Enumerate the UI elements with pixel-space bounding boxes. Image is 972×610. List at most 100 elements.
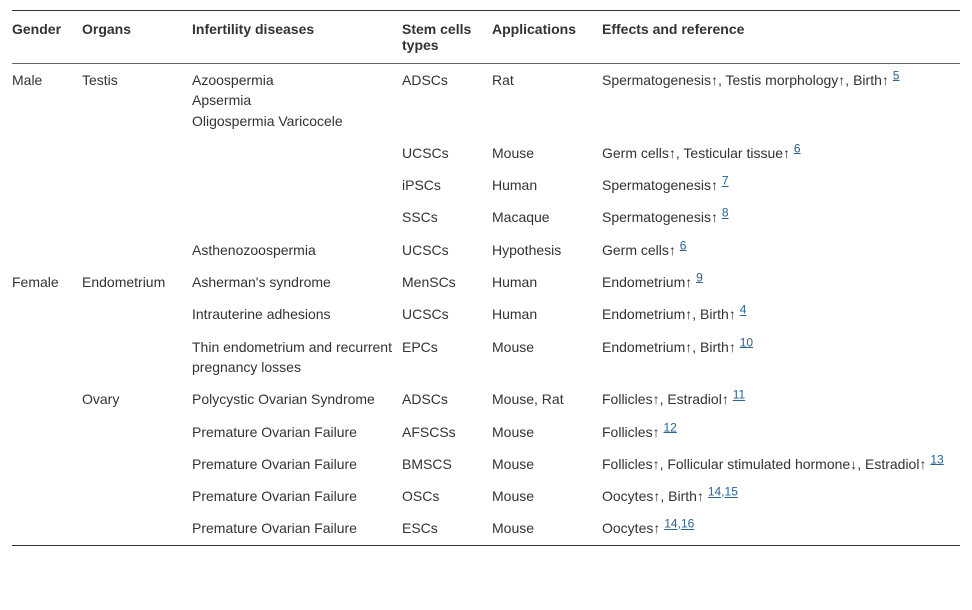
cell-cells: UCSCs	[402, 298, 492, 330]
cell-disease: Thin endometrium and recurrent pregnancy…	[192, 331, 402, 384]
table-row: SSCsMacaqueSpermatogenesis↑ 8	[12, 201, 960, 233]
cell-disease	[192, 137, 402, 169]
cell-organ	[82, 234, 192, 266]
cell-disease: Intrauterine adhesions	[192, 298, 402, 330]
cell-gender	[12, 448, 82, 480]
th-app: Applications	[492, 11, 602, 64]
table-row: MaleTestisAzoospermiaApsermiaOligospermi…	[12, 64, 960, 137]
cell-app: Hypothesis	[492, 234, 602, 266]
cell-effects: Spermatogenesis↑ 7	[602, 169, 960, 201]
cell-cells: BMSCS	[402, 448, 492, 480]
cell-cells: UCSCs	[402, 234, 492, 266]
cell-app: Mouse	[492, 480, 602, 512]
cell-organ	[82, 331, 192, 384]
cell-gender	[12, 298, 82, 330]
cell-app: Human	[492, 169, 602, 201]
reference-link[interactable]: 10	[740, 335, 753, 349]
th-disease: Infertility diseases	[192, 11, 402, 64]
cell-effects: Follicles↑, Estradiol↑ 11	[602, 383, 960, 415]
cell-organ	[82, 512, 192, 545]
cell-app: Mouse	[492, 137, 602, 169]
cell-effects: Oocytes↑, Birth↑ 14,15	[602, 480, 960, 512]
cell-disease: Premature Ovarian Failure	[192, 448, 402, 480]
reference-link[interactable]: 6	[794, 141, 801, 155]
cell-cells: iPSCs	[402, 169, 492, 201]
cell-gender	[12, 383, 82, 415]
table-row: OvaryPolycystic Ovarian SyndromeADSCsMou…	[12, 383, 960, 415]
cell-app: Mouse	[492, 416, 602, 448]
cell-app: Human	[492, 266, 602, 298]
cell-cells: ADSCs	[402, 64, 492, 137]
cell-gender	[12, 512, 82, 545]
cell-disease: Premature Ovarian Failure	[192, 416, 402, 448]
reference-link[interactable]: 7	[722, 174, 729, 188]
reference-link[interactable]: 14	[708, 485, 721, 499]
cell-app: Rat	[492, 64, 602, 137]
th-organs: Organs	[82, 11, 192, 64]
cell-gender	[12, 201, 82, 233]
cell-disease	[192, 169, 402, 201]
table-row: Intrauterine adhesionsUCSCsHumanEndometr…	[12, 298, 960, 330]
cell-cells: MenSCs	[402, 266, 492, 298]
reference-link[interactable]: 15	[725, 485, 738, 499]
cell-app: Mouse	[492, 512, 602, 545]
cell-organ	[82, 201, 192, 233]
cell-effects: Spermatogenesis↑, Testis morphology↑, Bi…	[602, 64, 960, 137]
cell-gender	[12, 416, 82, 448]
table-row: Premature Ovarian FailureBMSCSMouseFolli…	[12, 448, 960, 480]
cell-cells: UCSCs	[402, 137, 492, 169]
table-row: iPSCsHumanSpermatogenesis↑ 7	[12, 169, 960, 201]
cell-cells: AFSCSs	[402, 416, 492, 448]
cell-gender	[12, 331, 82, 384]
cell-app: Human	[492, 298, 602, 330]
cell-disease: Premature Ovarian Failure	[192, 480, 402, 512]
th-effects: Effects and reference	[602, 11, 960, 64]
cell-effects: Germ cells↑ 6	[602, 234, 960, 266]
reference-link[interactable]: 8	[722, 206, 729, 220]
table-row: Thin endometrium and recurrent pregnancy…	[12, 331, 960, 384]
cell-effects: Follicles↑ 12	[602, 416, 960, 448]
reference-link[interactable]: 9	[696, 270, 703, 284]
cell-organ	[82, 169, 192, 201]
cell-gender	[12, 137, 82, 169]
cell-effects: Endometrium↑, Birth↑ 4	[602, 298, 960, 330]
cell-organ	[82, 137, 192, 169]
reference-link[interactable]: 6	[680, 238, 687, 252]
cell-app: Mouse	[492, 331, 602, 384]
table-row: Premature Ovarian FailureESCsMouseOocyte…	[12, 512, 960, 545]
cell-disease: Polycystic Ovarian Syndrome	[192, 383, 402, 415]
cell-gender	[12, 234, 82, 266]
table-header-row: Gender Organs Infertility diseases Stem …	[12, 11, 960, 64]
cell-disease	[192, 201, 402, 233]
cell-disease: AzoospermiaApsermiaOligospermia Varicoce…	[192, 64, 402, 137]
cell-effects: Germ cells↑, Testicular tissue↑ 6	[602, 137, 960, 169]
cell-organ	[82, 298, 192, 330]
reference-link[interactable]: 4	[740, 303, 747, 317]
cell-cells: ESCs	[402, 512, 492, 545]
cell-gender	[12, 169, 82, 201]
cell-effects: Endometrium↑, Birth↑ 10	[602, 331, 960, 384]
table-row: AsthenozoospermiaUCSCsHypothesisGerm cel…	[12, 234, 960, 266]
reference-link[interactable]: 13	[930, 452, 943, 466]
reference-link[interactable]: 14	[664, 517, 677, 531]
cell-effects: Follicles↑, Follicular stimulated hormon…	[602, 448, 960, 480]
th-cells: Stem cells types	[402, 11, 492, 64]
reference-link[interactable]: 12	[663, 420, 676, 434]
cell-effects: Oocytes↑ 14,16	[602, 512, 960, 545]
cell-organ	[82, 416, 192, 448]
reference-link[interactable]: 16	[681, 517, 694, 531]
th-gender: Gender	[12, 11, 82, 64]
reference-link[interactable]: 5	[893, 68, 900, 82]
cell-disease: Asthenozoospermia	[192, 234, 402, 266]
cell-gender	[12, 480, 82, 512]
table-row: FemaleEndometriumAsherman's syndromeMenS…	[12, 266, 960, 298]
cell-cells: OSCs	[402, 480, 492, 512]
cell-organ	[82, 480, 192, 512]
reference-link[interactable]: 11	[733, 388, 745, 402]
cell-organ: Endometrium	[82, 266, 192, 298]
cell-effects: Spermatogenesis↑ 8	[602, 201, 960, 233]
cell-gender: Male	[12, 64, 82, 137]
cell-organ: Ovary	[82, 383, 192, 415]
table-body: MaleTestisAzoospermiaApsermiaOligospermi…	[12, 64, 960, 546]
cell-cells: EPCs	[402, 331, 492, 384]
